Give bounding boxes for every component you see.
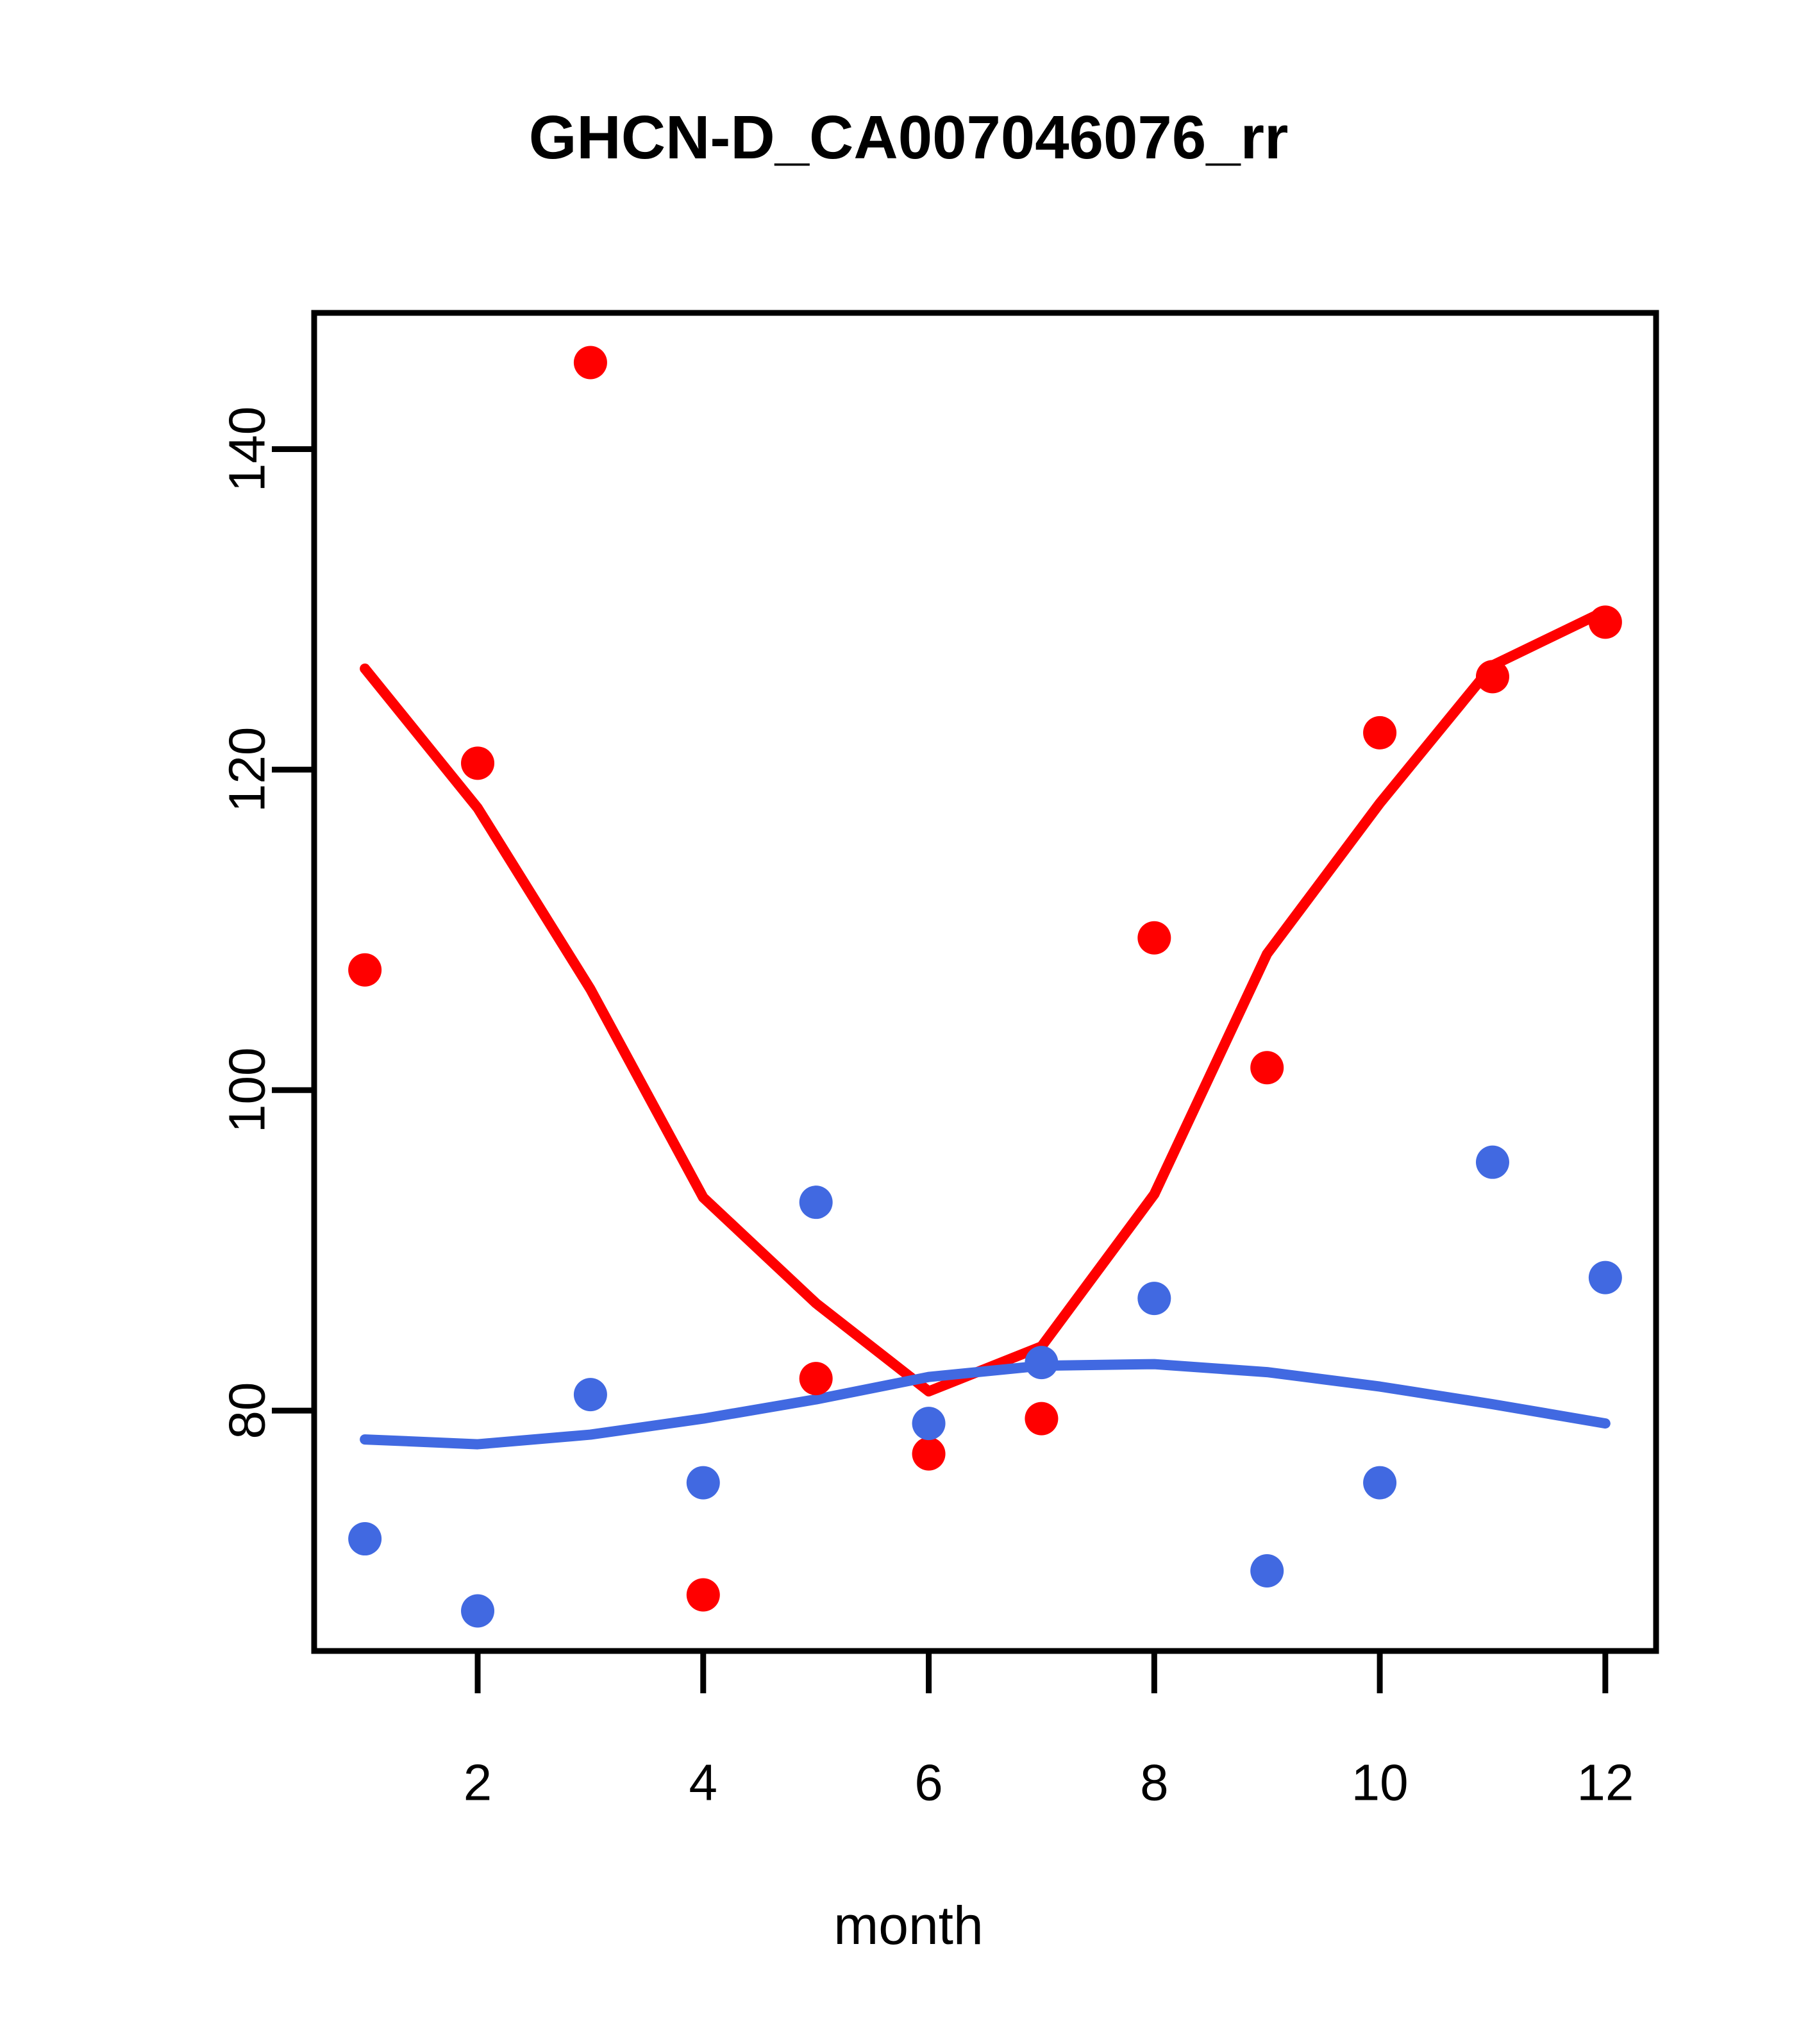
y-tick-label: 100 [219, 1047, 276, 1132]
plot-frame [311, 310, 1659, 1654]
x-axis-title: month [833, 1895, 984, 1956]
data-point-blue-points [1475, 1145, 1509, 1179]
data-point-red-points [1250, 1051, 1284, 1085]
x-tick-label: 10 [1352, 1754, 1409, 1811]
data-point-blue-points [686, 1466, 720, 1500]
x-tick-label: 2 [464, 1754, 492, 1811]
data-point-red-points [1475, 660, 1509, 694]
data-point-blue-points [1025, 1346, 1059, 1380]
data-point-red-points [686, 1578, 720, 1612]
x-tick-label: 4 [689, 1754, 718, 1811]
data-point-red-points [799, 1362, 833, 1396]
data-point-blue-points [912, 1407, 946, 1441]
data-point-red-points [1025, 1402, 1059, 1436]
data-point-red-points [1363, 716, 1397, 750]
data-point-blue-points [461, 1594, 495, 1628]
axis-frame [311, 310, 1659, 1654]
data-point-red-points [1137, 921, 1171, 955]
data-point-red-points [573, 346, 607, 380]
data-point-red-points [461, 746, 495, 780]
data-point-blue-points [348, 1522, 382, 1556]
data-point-blue-points [1588, 1261, 1622, 1294]
x-tick-label: 6 [914, 1754, 943, 1811]
data-point-blue-points [799, 1185, 833, 1219]
y-tick-label: 140 [219, 406, 276, 492]
data-point-blue-points [1137, 1282, 1171, 1316]
series-points [348, 346, 1622, 1628]
y-tick-label: 80 [219, 1382, 276, 1439]
data-point-red-points [1588, 605, 1622, 639]
data-point-blue-points [573, 1378, 607, 1412]
page-title: GHCN-D_CA007046076_rr [528, 103, 1289, 172]
y-axis-ticks: 80 100 120 140 [219, 406, 314, 1439]
series-line-red-smooth-line [360, 605, 1611, 1397]
x-tick-label: 8 [1140, 1754, 1169, 1811]
x-axis-ticks: 2 4 6 8 10 12 [464, 1651, 1634, 1811]
data-point-red-points [912, 1437, 946, 1471]
y-tick-label: 120 [219, 727, 276, 812]
data-point-blue-points [1363, 1466, 1397, 1500]
series-lines [360, 605, 1611, 1450]
x-tick-label: 12 [1577, 1754, 1634, 1811]
data-point-blue-points [1250, 1554, 1284, 1588]
data-point-red-points [348, 953, 382, 987]
series-line-blue-smooth-line [360, 1359, 1611, 1450]
